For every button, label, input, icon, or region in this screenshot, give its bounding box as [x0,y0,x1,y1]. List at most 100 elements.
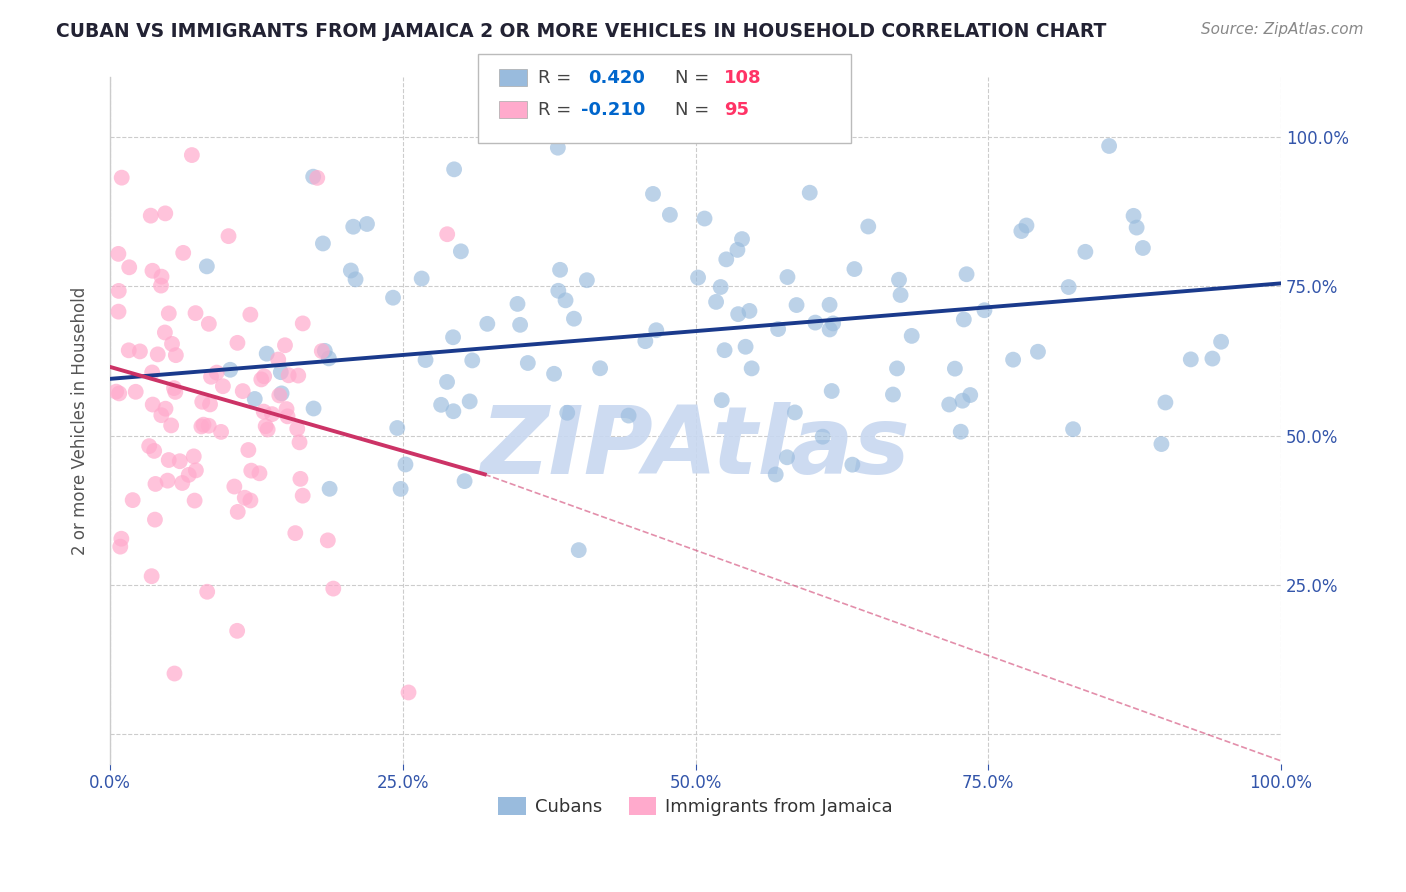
Point [725,243,748,257]
Point [716,252,738,267]
Point [477,317,499,331]
Point [209,425,232,439]
Point [139,209,162,223]
Point [146,347,169,361]
Point [858,219,880,234]
Point [260,407,283,421]
Point [344,272,367,286]
Point [155,206,177,220]
Point [555,406,578,420]
Point [547,284,569,298]
Point [589,361,612,376]
Point [184,463,207,477]
Point [316,533,339,548]
Point [411,271,433,285]
Point [955,267,977,281]
Point [226,624,249,638]
Point [322,582,344,596]
Point [436,375,458,389]
Point [443,162,465,177]
Point [818,322,841,336]
Point [183,493,205,508]
Point [1026,344,1049,359]
Point [212,379,235,393]
Point [953,312,976,326]
Text: N =: N = [675,101,714,119]
Point [727,307,749,321]
Point [232,384,254,398]
Point [153,326,176,340]
Point [1098,139,1121,153]
Point [290,472,312,486]
Point [226,335,249,350]
Point [886,361,908,376]
Point [180,148,202,162]
Point [634,334,657,348]
Point [398,685,420,699]
Point [818,298,841,312]
Point [741,361,763,376]
Text: -0.210: -0.210 [581,101,645,119]
Point [157,453,180,467]
Point [238,442,260,457]
Point [184,306,207,320]
Point [766,322,789,336]
Text: 108: 108 [724,69,762,87]
Point [198,397,221,411]
Point [461,353,484,368]
Point [562,311,585,326]
Point [738,304,761,318]
Point [195,260,218,274]
Point [254,419,277,434]
Point [318,482,340,496]
Point [200,369,222,384]
Text: Source: ZipAtlas.com: Source: ZipAtlas.com [1201,22,1364,37]
Point [111,170,134,185]
Point [314,343,336,358]
Point [1057,280,1080,294]
Point [710,280,733,294]
Point [1015,219,1038,233]
Point [172,475,194,490]
Point [240,464,263,478]
Point [118,343,141,358]
Point [121,493,143,508]
Point [160,418,183,433]
Point [277,368,299,383]
Point [312,236,335,251]
Y-axis label: 2 or more Vehicles in Household: 2 or more Vehicles in Household [72,286,89,555]
Point [382,291,405,305]
Point [110,540,132,554]
Point [256,346,278,360]
Point [844,262,866,277]
Point [506,297,529,311]
Point [1180,352,1202,367]
Point [302,169,325,184]
Point [107,247,129,261]
Point [143,443,166,458]
Point [311,344,333,359]
Point [509,318,531,332]
Point [249,467,271,481]
Point [1132,241,1154,255]
Point [307,170,329,185]
Point [193,417,215,432]
Point [1209,334,1232,349]
Point [458,394,481,409]
Point [239,493,262,508]
Point [823,317,845,331]
Point [143,513,166,527]
Point [226,505,249,519]
Point [453,474,475,488]
Text: ZIPAtlas: ZIPAtlas [481,402,911,494]
Point [617,409,640,423]
Point [389,482,412,496]
Point [165,384,187,399]
Point [107,284,129,298]
Text: R =: R = [538,69,578,87]
Point [302,401,325,416]
Point [141,264,163,278]
Point [887,273,910,287]
Point [291,317,314,331]
Point [645,323,668,337]
